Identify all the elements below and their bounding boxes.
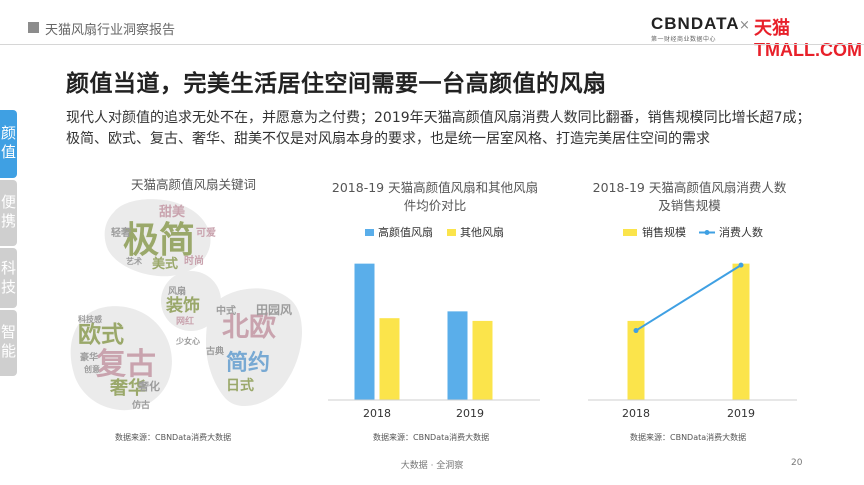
- wordcloud-title: 天猫高颜值风扇关键词: [130, 177, 256, 192]
- chart1-legend-label: 其他风扇: [460, 225, 504, 239]
- chart2-legend-label: 销售规模: [642, 225, 686, 239]
- side-tab-portable[interactable]: 便携: [0, 180, 17, 246]
- wordcloud-word: 极简: [123, 220, 195, 261]
- wordcloud-word: 风扇: [168, 285, 186, 297]
- chart1-bar: [447, 311, 468, 400]
- wordcloud-word: 创意: [83, 364, 100, 374]
- wordcloud-word: 艺术: [126, 256, 142, 266]
- cbndata-logo-sub: 第一财经商业数据中心: [651, 36, 717, 43]
- chart2-source: 数据来源：CBNData消费大数据: [630, 433, 747, 442]
- wordcloud-word: 少女心: [175, 336, 200, 346]
- chart1-legend-label: 高颜值风扇: [378, 225, 433, 239]
- chart1-x-tick: 2019: [456, 407, 484, 420]
- header-square-icon: [28, 22, 39, 33]
- chart2-legend-label: 消费人数: [719, 225, 763, 239]
- wordcloud-word: 时尚: [184, 254, 204, 267]
- wordcloud-word: 网红: [176, 315, 194, 327]
- side-tab-appearance[interactable]: 颜值: [0, 110, 17, 178]
- logo-separator: ×: [739, 18, 750, 33]
- chart2-line: [635, 264, 742, 332]
- wordcloud-word: 装饰: [165, 295, 200, 316]
- chart1-svg: 高颜值风扇 其他风扇 2018 2019: [328, 225, 540, 420]
- chart2-legend-swatch: [623, 229, 637, 236]
- wordcloud-word: 仿古: [132, 399, 150, 411]
- chart1-bar: [354, 263, 375, 400]
- wordcloud-word: 复古: [96, 347, 156, 382]
- side-tab-smart[interactable]: 智能: [0, 310, 17, 376]
- wordcloud-word: 北欧: [222, 312, 276, 343]
- tmall-logo: 天猫TMALL.COM: [754, 18, 862, 60]
- wordcloud-word: 古典: [206, 345, 224, 357]
- wordcloud-word: 甜美: [159, 204, 186, 220]
- chart1-bar: [472, 320, 493, 400]
- wordcloud-word: 田园风: [256, 303, 292, 317]
- page-number: 20: [791, 458, 803, 468]
- chart2-line-point: [738, 262, 744, 268]
- chart2-x-tick: 2019: [727, 407, 755, 420]
- report-title: 天猫风扇行业洞察报告: [45, 23, 176, 38]
- page-headline: 颜值当道，完美生活居住空间需要一台高颜值的风扇: [66, 71, 607, 97]
- chart2-svg: 销售规模 消费人数 2018 2019: [588, 225, 797, 420]
- chart1-legend-swatch: [365, 229, 374, 236]
- wordcloud-word: 奢化: [137, 379, 160, 393]
- wordcloud-word: 轻奢: [111, 226, 132, 239]
- chart1-title: 2018-19 天猫高颜值风扇和其他风扇件均价对比: [331, 180, 539, 213]
- side-tab-tech[interactable]: 科技: [0, 248, 17, 308]
- footer-slogan: 大数据 · 全洞察: [400, 461, 464, 471]
- intro-paragraph: 现代人对颜值的追求无处不在，并愿意为之付费；2019年天猫高颜值风扇消费人数同比…: [66, 110, 811, 147]
- wordcloud-word: 美式: [152, 256, 178, 272]
- chart1-bar: [379, 318, 400, 400]
- chart2-title: 2018-19 天猫高颜值风扇消费人数及销售规模: [592, 180, 787, 213]
- wordcloud-word: 欧式: [78, 322, 124, 348]
- chart2-x-tick: 2018: [622, 407, 650, 420]
- wordcloud-source: 数据来源：CBNData消费大数据: [115, 433, 232, 442]
- wordcloud-word: 可爱: [196, 226, 216, 239]
- wordcloud-word: 科技感: [78, 314, 102, 324]
- chart2-line-point: [633, 328, 639, 334]
- chart1-x-tick: 2018: [363, 407, 391, 420]
- wordcloud-word: 奢华: [109, 377, 146, 399]
- chart2-bar: [732, 263, 750, 400]
- chart1-legend-swatch: [447, 229, 456, 236]
- header-divider: [0, 44, 864, 45]
- wordcloud-word: 中式: [216, 304, 236, 317]
- cbndata-logo: CBNDATA: [651, 14, 740, 33]
- wordcloud-word: 简约: [226, 350, 270, 376]
- wordcloud-word: 日式: [226, 377, 254, 394]
- wordcloud-word: 豪华: [80, 351, 98, 363]
- chart1-source: 数据来源：CBNData消费大数据: [373, 433, 490, 442]
- chart2-legend-marker: [704, 230, 710, 235]
- chart2-bar: [627, 320, 645, 400]
